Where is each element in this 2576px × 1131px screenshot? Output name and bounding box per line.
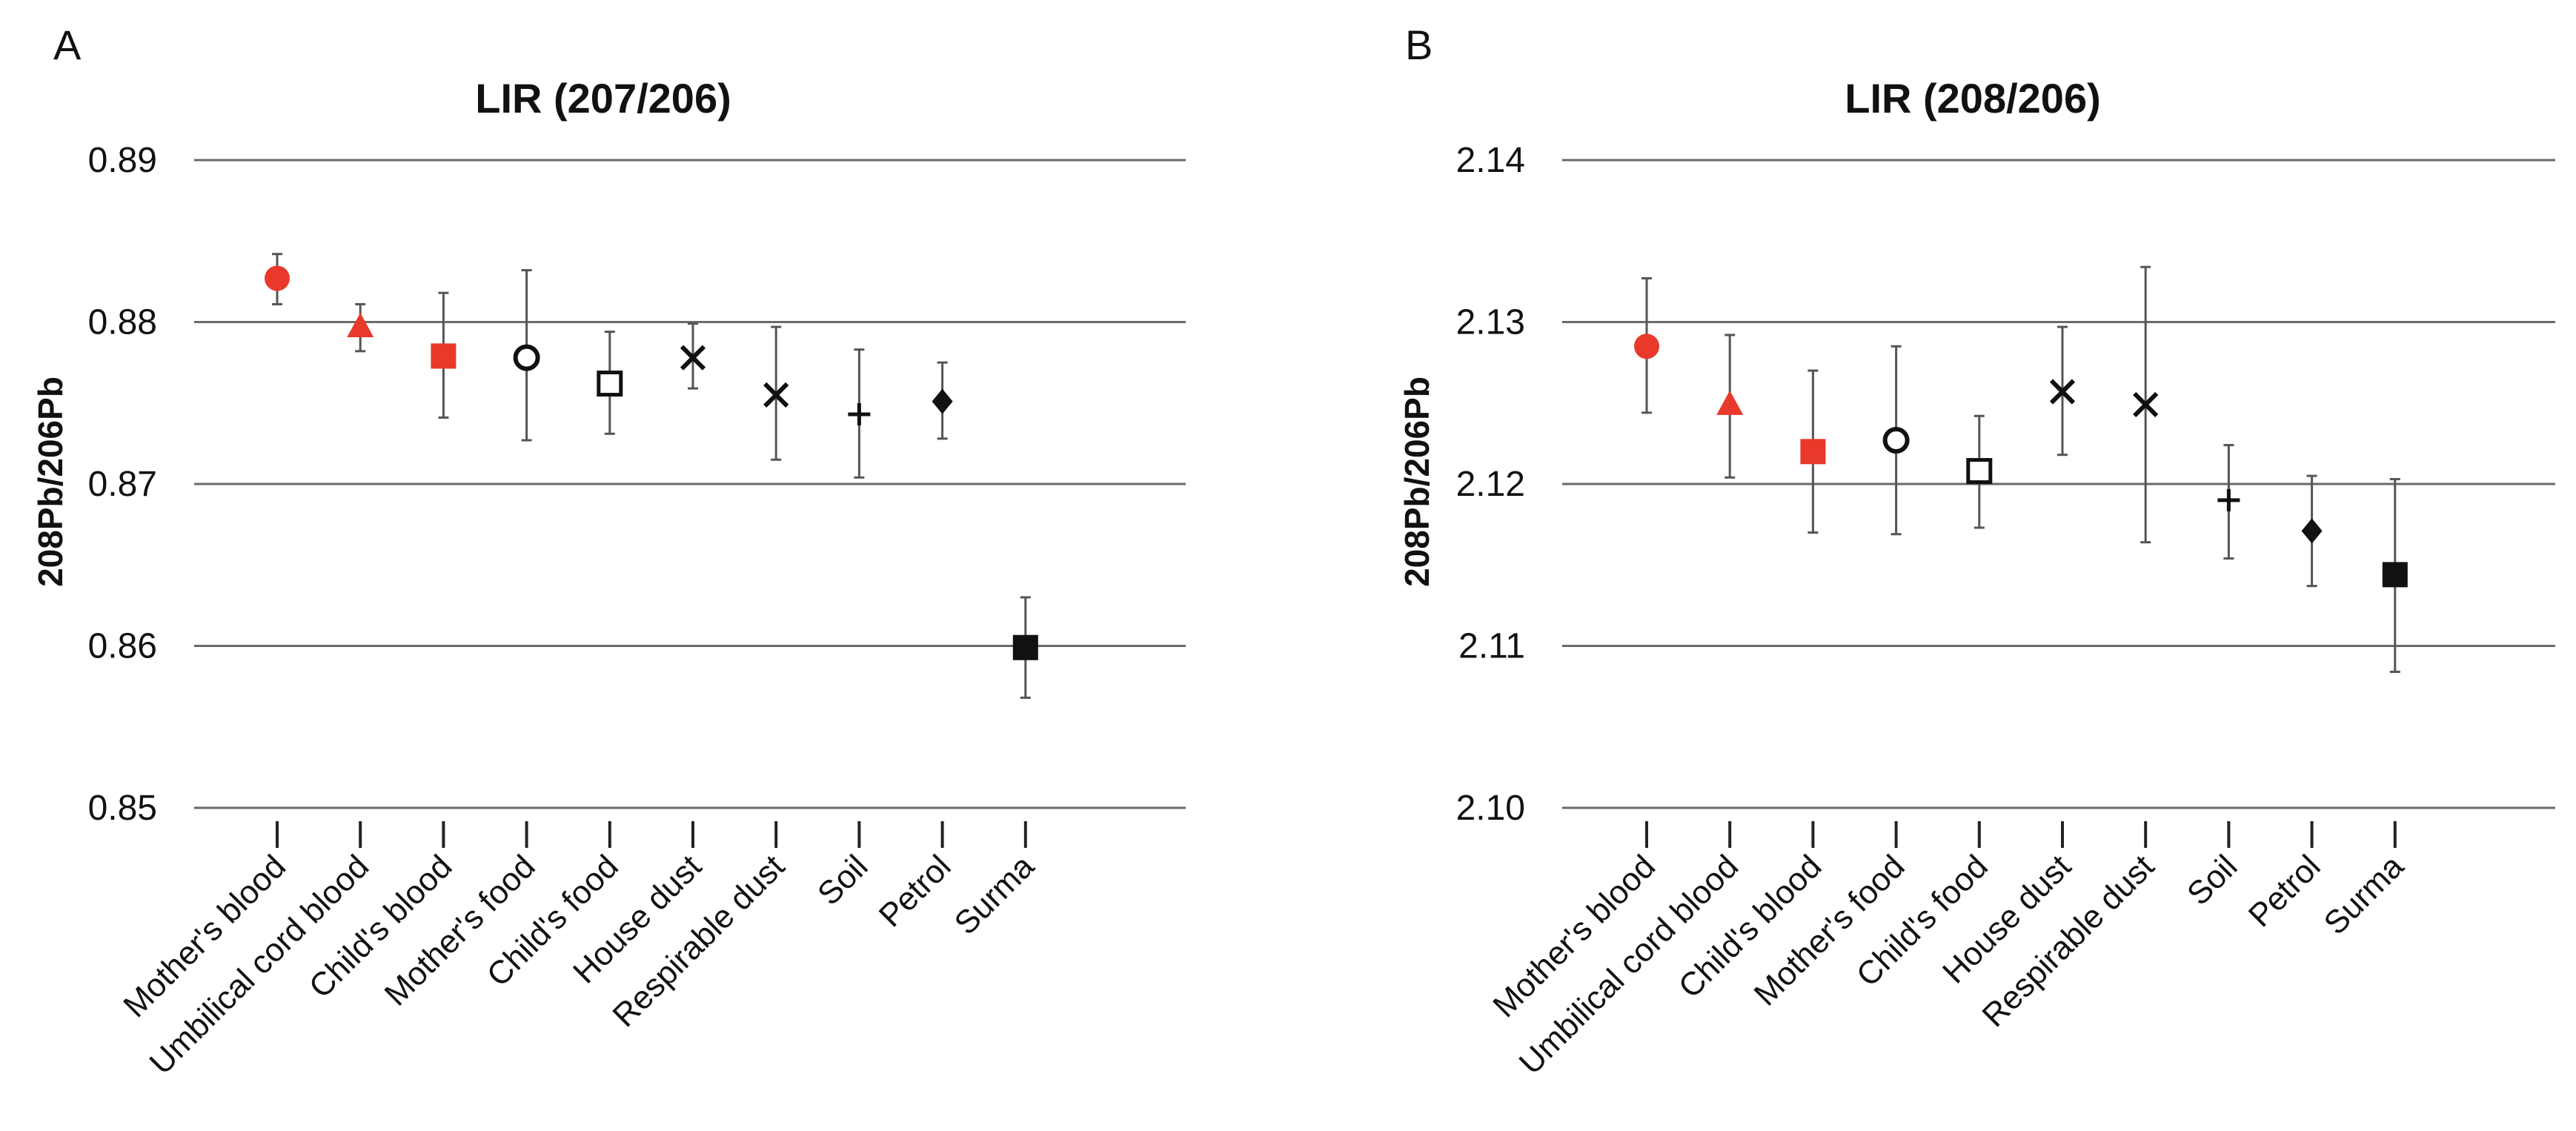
panel-letter-b: B [1405,21,1433,68]
x-tick-label-soil: Soil [2180,848,2245,912]
x-marker [2049,379,2076,405]
x-tick-label-petrol: Petrol [872,848,958,934]
triangle-marker [1716,390,1744,415]
square-open-marker [597,371,623,397]
x-marker [680,345,706,371]
y-tick-label: 2.11 [1458,627,1525,666]
y-axis-label-b: 208Pb/206Pb [1398,377,1436,587]
data-point-mother-s-food [513,269,540,442]
chart-title-a: LIR (207/206) [475,75,731,122]
x-tick-label-surma: Surma [2317,848,2411,942]
data-point-umbilical-cord-blood [347,302,374,353]
data-point-house-dust [2049,325,2076,457]
y-tick-label: 0.85 [88,789,157,828]
data-point-child-s-blood [1800,369,1826,534]
data-point-mother-s-blood [1634,277,1659,414]
square-filled-marker [1800,439,1826,465]
y-tick-label: 2.10 [1456,789,1525,828]
data-point-mother-s-blood [265,253,290,305]
y-tick-label: 2.13 [1456,303,1525,342]
panel-b: B LIR (208/206) 208Pb/206Pb 2.14 2.13 2.12… [1398,21,2555,1081]
data-point-mother-s-food [1882,345,1910,536]
square-filled-marker [431,343,457,369]
x-marker [2133,391,2159,418]
data-point-petrol [932,361,953,440]
square-filled-marker [2382,562,2408,588]
data-point-respirable-dust [763,325,789,461]
y-tick-label: 2.12 [1456,465,1525,504]
diamond-marker [932,388,953,414]
data-point-soil [848,348,871,479]
data-point-house-dust [680,322,706,390]
x-tick-label-child-s-blood: Child's blood [1672,848,1829,1005]
plus-marker [848,403,871,426]
x-tick-label-soil: Soil [811,848,875,912]
data-point-surma [1012,596,1038,699]
y-tick-label: 0.86 [88,627,157,666]
data-point-child-s-blood [431,291,457,419]
y-tick-label: 0.88 [88,303,157,342]
data-point-surma [2382,477,2408,673]
diamond-marker [2301,518,2323,544]
y-tick-label: 0.87 [88,465,157,504]
square-open-marker [1966,458,1993,485]
x-tick-label-petrol: Petrol [2242,848,2328,934]
data-point-child-s-food [1966,414,1993,529]
panel-a: A LIR (207/206) 208Pb/206Pb 0.89 0.88 0.87… [31,21,1186,1081]
triangle-marker [347,313,374,338]
data-point-umbilical-cord-blood [1716,334,1744,479]
data-point-petrol [2301,474,2323,588]
circle-open-marker [1882,427,1910,454]
circle-open-marker [513,344,540,371]
panel-letter-a: A [53,21,82,68]
x-tick-label-child-s-blood: Child's blood [302,848,459,1005]
data-point-respirable-dust [2133,265,2159,544]
x-marker [763,382,789,408]
chart-title-b: LIR (208/206) [1845,75,2101,122]
x-tick-label-surma: Surma [948,848,1042,942]
circle-filled-marker [1634,334,1659,359]
plus-marker [2217,488,2240,511]
y-axis-label-a: 208Pb/206Pb [31,377,70,587]
y-tick-label: 0.89 [88,141,157,180]
data-point-child-s-food [597,331,623,435]
circle-filled-marker [265,265,290,291]
square-filled-marker [1012,634,1038,660]
y-tick-label: 2.14 [1456,141,1525,180]
data-point-soil [2217,444,2240,560]
